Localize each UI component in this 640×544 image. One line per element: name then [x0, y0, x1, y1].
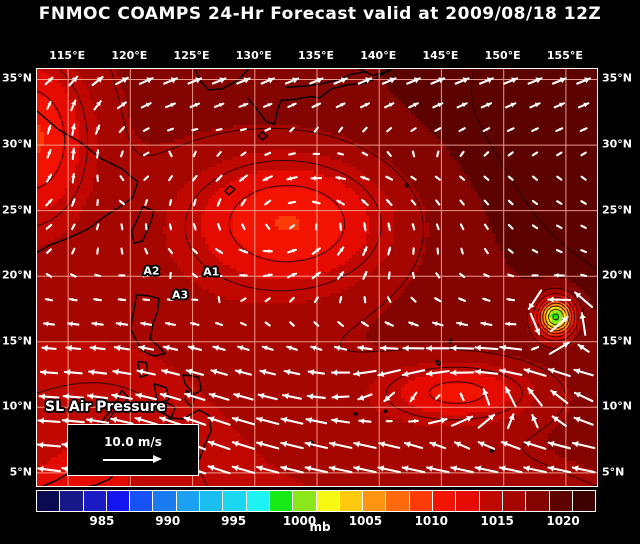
map-render-layer: [37, 69, 597, 486]
arrow-right-icon: [103, 455, 163, 465]
colorbar-swatch-9: [246, 491, 270, 511]
lon-tick-150: 150°E: [484, 49, 521, 62]
colorbar-tick-990: 990: [155, 514, 181, 528]
colorbar-swatch-19: [479, 491, 503, 511]
lon-tick-115: 115°E: [49, 49, 86, 62]
lat-tick-right-15: 15°N: [602, 334, 633, 348]
colorbar-tick-1000: 1000: [282, 514, 317, 528]
colorbar-swatch-2: [83, 491, 107, 511]
colorbar-tick-985: 985: [89, 514, 115, 528]
lon-tick-140: 140°E: [360, 49, 397, 62]
colorbar-swatch-17: [433, 491, 457, 511]
wind-vector-legend-value: 10.0 m/s: [104, 434, 162, 449]
colorbar-swatches: [36, 490, 596, 512]
colorbar-swatch-16: [409, 491, 434, 511]
colorbar-tick-995: 995: [221, 514, 247, 528]
field-label: SL Air Pressure: [45, 399, 166, 415]
lon-tick-155: 155°E: [546, 49, 583, 62]
colorbar-swatch-15: [386, 491, 410, 511]
colorbar-swatch-8: [223, 491, 247, 511]
colorbar-swatch-22: [549, 491, 573, 511]
colorbar-units: mb: [309, 520, 331, 534]
colorbar-swatch-12: [316, 491, 340, 511]
colorbar-swatch-13: [339, 491, 364, 511]
lon-tick-145: 145°E: [422, 49, 459, 62]
lat-tick-left-10: 10°N: [1, 399, 32, 413]
lat-tick-left-25: 25°N: [1, 203, 32, 217]
graticule: [37, 69, 597, 486]
colorbar-swatch-23: [572, 491, 596, 511]
colorbar-swatch-3: [106, 491, 131, 511]
lat-tick-left-15: 15°N: [1, 334, 32, 348]
colorbar-tick-1015: 1015: [480, 514, 514, 528]
colorbar-swatch-11: [293, 491, 317, 511]
map-canvas[interactable]: A2 A1 A3 SL Air Pressure 10.0 m/s: [36, 68, 598, 487]
colorbar-tick-1010: 1010: [414, 514, 448, 528]
storm-tag-A3: A3: [171, 287, 190, 303]
colorbar-swatch-10: [269, 491, 294, 511]
colorbar-swatch-1: [60, 491, 84, 511]
colorbar-swatch-14: [363, 491, 387, 511]
lat-tick-right-20: 20°N: [602, 268, 633, 282]
lat-tick-left-20: 20°N: [1, 268, 32, 282]
lat-tick-right-25: 25°N: [602, 203, 633, 217]
lon-tick-130: 130°E: [235, 49, 272, 62]
lat-tick-right-30: 30°N: [602, 137, 633, 151]
lat-tick-left-5: 5°N: [9, 465, 32, 479]
lon-tick-125: 125°E: [173, 49, 210, 62]
colorbar-swatch-5: [153, 491, 177, 511]
map-inner: A2 A1 A3 SL Air Pressure 10.0 m/s: [37, 69, 597, 486]
wind-vector-legend: 10.0 m/s: [67, 424, 199, 476]
colorbar-swatch-0: [37, 491, 61, 511]
lon-tick-120: 120°E: [111, 49, 148, 62]
lat-tick-right-5: 5°N: [602, 465, 625, 479]
colorbar-tick-1020: 1020: [546, 514, 580, 528]
colorbar-tick-1005: 1005: [348, 514, 383, 528]
lat-tick-left-30: 30°N: [1, 137, 32, 151]
figure-title: FNMOC COAMPS 24-Hr Forecast valid at 200…: [38, 4, 602, 24]
colorbar-swatch-7: [200, 491, 224, 511]
colorbar: 985 990 995 1000 1005 1010 1015 1020: [36, 490, 596, 528]
colorbar-swatch-4: [130, 491, 154, 511]
lon-tick-135: 135°E: [298, 49, 334, 62]
colorbar-swatch-6: [176, 491, 201, 511]
colorbar-swatch-18: [456, 491, 480, 511]
colorbar-swatch-20: [502, 491, 527, 511]
lat-tick-right-10: 10°N: [602, 399, 633, 413]
storm-tag-A1: A1: [202, 264, 221, 280]
colorbar-swatch-21: [526, 491, 550, 511]
storm-tag-A2: A2: [142, 263, 161, 279]
lat-tick-right-35: 35°N: [602, 71, 633, 85]
coastlines-north: [357, 69, 393, 77]
lat-tick-left-35: 35°N: [1, 71, 32, 85]
